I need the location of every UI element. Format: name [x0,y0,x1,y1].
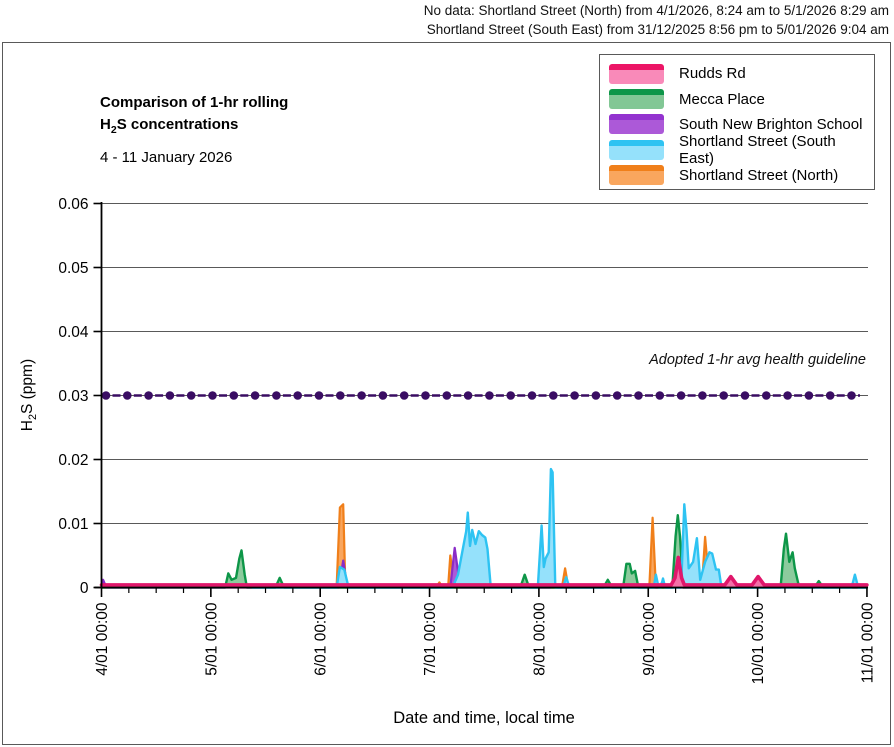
guideline-dot [762,391,771,400]
guideline-dot [101,391,111,400]
legend-swatch [609,63,664,84]
chart-title: Comparison of 1-hr rolling H2S concentra… [100,92,288,141]
guideline-dot [165,391,175,400]
guideline-dot [442,391,452,400]
guideline-dot [591,391,601,400]
y-tick-label: 0 [80,580,89,597]
legend-swatch [609,114,664,135]
guideline-dot [186,391,196,400]
legend-item-label: Shortland Street (South East) [679,132,836,167]
y-tick-label: 0.01 [58,516,88,533]
guideline-dot [399,391,409,400]
guideline-dot [421,391,430,400]
legend-item-shortland-street-north-: Shortland Street (North) [609,163,874,188]
guideline-dot [485,391,494,400]
guideline-dot [357,391,366,400]
x-tick-label: 9/01 00:00 [641,602,658,676]
guideline-dot [676,391,686,400]
guideline-dot [698,391,707,400]
legend: Rudds Rd Mecca Place South New Brighton Sc… [599,54,875,190]
legend-item-label: Shortland Street (North) [679,166,839,184]
guideline-dot [506,391,515,400]
guideline-dot [144,391,153,400]
chart-title-line2: H2S concentrations [100,116,239,136]
guideline-dot [570,391,579,400]
guideline-dot [847,391,856,400]
guideline-dot [634,391,643,400]
legend-item-south-new-brighton-school: South New Brighton School [609,112,874,137]
x-tick-label: 7/01 00:00 [422,602,439,676]
guideline-dot [293,391,303,400]
guideline-dot [825,391,835,400]
guideline-dot [378,391,388,400]
legend-item-label: Rudds Rd [679,65,746,83]
x-tick-label: 6/01 00:00 [313,602,330,676]
guideline-dot [527,391,537,400]
x-tick-label: 4/01 00:00 [94,602,111,676]
y-axis-title: H2S (ppm) [18,358,40,432]
legend-item-label: Mecca Place [679,90,765,108]
legend-item-rudds-rd: Rudds Rd [609,61,874,86]
guideline-dot [123,391,132,400]
legend-item-label: South New Brighton School [679,115,863,133]
guideline-dot [612,391,622,400]
no-data-note-line1: No data: Shortland Street (North) from 4… [423,3,889,18]
legend-item-shortland-street-south-east-: Shortland Street (South East) [609,133,874,167]
series-line-rudds-rd [99,555,869,587]
legend-item-mecca-place: Mecca Place [609,86,874,111]
guideline-dot [314,391,324,400]
guideline-dot [740,391,750,400]
no-data-note: No data: Shortland Street (North) from 4… [369,1,889,39]
legend-swatch [609,165,664,186]
y-tick-label: 0.02 [58,452,88,469]
guideline-dot [719,391,728,400]
legend-swatch [609,139,664,160]
chart-subtitle: 4 - 11 January 2026 [100,149,233,166]
x-tick-label: 5/01 00:00 [203,602,220,676]
guideline-label: Adopted 1-hr avg health guideline [649,352,866,368]
guideline-dot [208,391,217,400]
guideline-dot [463,391,473,400]
guideline-dot [804,391,814,400]
x-tick-label: 11/01 00:00 [859,602,876,683]
guideline-dot [783,391,792,400]
chart-title-line1: Comparison of 1-hr rolling [100,94,289,111]
legend-swatch [609,89,664,110]
guideline-dot [229,391,239,400]
y-tick-label: 0.05 [58,260,88,277]
no-data-note-line2: Shortland Street (South East) from 31/12… [426,22,889,37]
x-axis-title: Date and time, local time [393,709,575,727]
guideline-dot [655,391,665,400]
guideline-dot [250,391,260,400]
guideline-dot [272,391,281,400]
y-tick-label: 0.04 [58,324,89,341]
x-tick-label: 8/01 00:00 [531,602,548,676]
y-tick-label: 0.06 [58,196,88,213]
x-tick-label: 10/01 00:00 [750,602,767,684]
guideline-dot [549,391,558,400]
guideline-dot [336,391,345,400]
y-tick-label: 0.03 [58,388,88,405]
series-line-mecca-place [100,514,869,589]
